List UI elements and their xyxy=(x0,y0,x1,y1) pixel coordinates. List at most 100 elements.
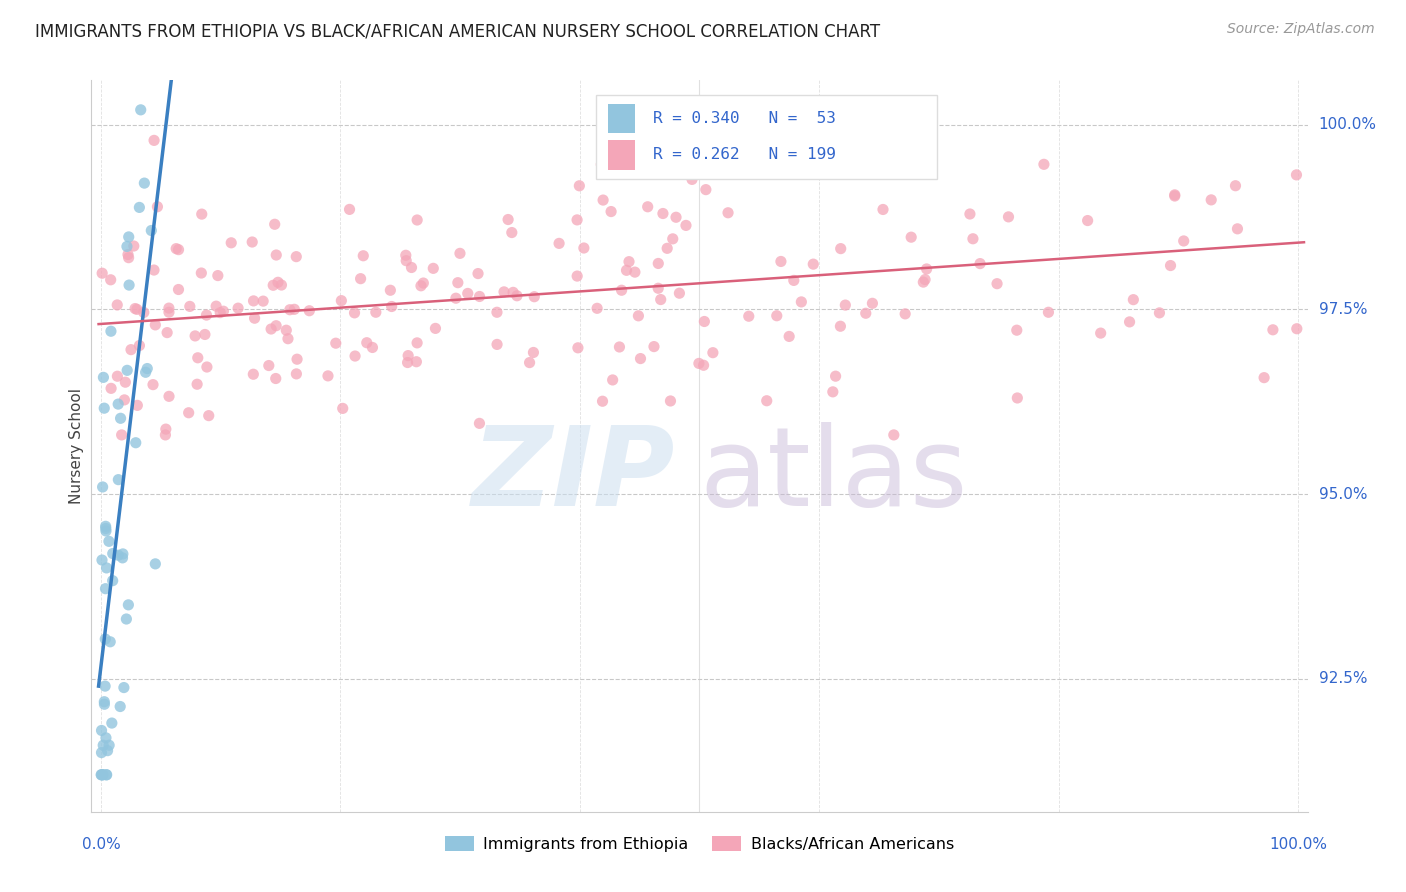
Point xyxy=(349,271,371,285)
Point xyxy=(468,417,491,431)
Point xyxy=(1122,293,1144,307)
Text: 95.0%: 95.0% xyxy=(1319,486,1367,501)
Point xyxy=(146,200,169,214)
Point xyxy=(100,273,122,287)
Point xyxy=(860,296,883,310)
Y-axis label: Nursery School: Nursery School xyxy=(69,388,84,504)
Point xyxy=(112,681,135,695)
Point xyxy=(962,232,984,246)
Point xyxy=(425,321,447,335)
Point xyxy=(821,384,844,399)
Point xyxy=(997,210,1019,224)
Point xyxy=(270,278,292,293)
Point xyxy=(242,293,264,308)
Point xyxy=(361,341,384,355)
Point xyxy=(1005,323,1028,337)
FancyBboxPatch shape xyxy=(596,95,936,179)
Point xyxy=(652,206,675,220)
Point xyxy=(143,133,166,147)
Point xyxy=(602,373,624,387)
Point xyxy=(285,352,308,367)
Point xyxy=(283,302,305,317)
Point xyxy=(637,200,659,214)
Point xyxy=(457,286,479,301)
Point xyxy=(565,213,588,227)
Point xyxy=(647,281,669,295)
Point xyxy=(630,351,652,366)
Point xyxy=(219,235,242,250)
Point xyxy=(141,223,163,237)
Point xyxy=(262,278,284,293)
Point xyxy=(96,768,118,782)
Text: 100.0%: 100.0% xyxy=(1270,837,1327,852)
Point xyxy=(94,521,117,535)
FancyBboxPatch shape xyxy=(609,103,636,133)
Point xyxy=(316,368,339,383)
Point xyxy=(959,207,981,221)
Point xyxy=(111,550,134,565)
Point xyxy=(1160,259,1182,273)
Point xyxy=(155,428,177,442)
Text: R = 0.262   N = 199: R = 0.262 N = 199 xyxy=(654,147,837,162)
Point xyxy=(209,305,232,319)
Point xyxy=(117,598,139,612)
Point xyxy=(468,289,491,303)
Point xyxy=(381,300,404,314)
Point xyxy=(117,247,139,261)
Text: R = 0.340   N =  53: R = 0.340 N = 53 xyxy=(654,111,837,126)
Point xyxy=(190,266,212,280)
Point xyxy=(344,349,367,363)
Point xyxy=(101,547,124,561)
Point xyxy=(112,392,135,407)
Point xyxy=(91,480,114,494)
Point xyxy=(647,256,669,270)
Point xyxy=(1253,370,1275,384)
Point xyxy=(110,411,132,425)
Point xyxy=(167,243,190,257)
Point xyxy=(105,369,128,384)
Point xyxy=(1226,222,1249,236)
Text: IMMIGRANTS FROM ETHIOPIA VS BLACK/AFRICAN AMERICAN NURSERY SCHOOL CORRELATION CH: IMMIGRANTS FROM ETHIOPIA VS BLACK/AFRICA… xyxy=(35,22,880,40)
Point xyxy=(157,389,180,403)
Point xyxy=(915,262,938,277)
Point xyxy=(650,293,672,307)
Point xyxy=(356,335,378,350)
Point xyxy=(801,257,824,271)
Point xyxy=(226,301,249,315)
Point xyxy=(115,612,138,626)
Point xyxy=(914,272,936,286)
Point xyxy=(264,371,287,385)
Point xyxy=(661,232,683,246)
Point xyxy=(738,310,761,324)
Point xyxy=(91,266,114,280)
Point xyxy=(422,261,444,276)
Point xyxy=(128,338,150,352)
Point xyxy=(260,322,283,336)
Point xyxy=(695,183,717,197)
Point xyxy=(693,314,716,328)
Point xyxy=(492,285,515,299)
Point xyxy=(97,534,120,549)
Point xyxy=(96,561,118,575)
Point xyxy=(702,345,724,359)
Point xyxy=(115,239,138,253)
Point xyxy=(330,293,353,308)
Point xyxy=(572,241,595,255)
Point xyxy=(395,248,418,262)
Point xyxy=(1199,193,1222,207)
Point xyxy=(591,157,613,171)
Point xyxy=(783,273,806,287)
Point xyxy=(114,375,136,389)
Point xyxy=(343,306,366,320)
Point xyxy=(568,178,591,193)
Point xyxy=(108,699,131,714)
Point xyxy=(467,267,489,281)
Point xyxy=(755,393,778,408)
Point xyxy=(195,359,218,374)
Point xyxy=(156,326,179,340)
Point xyxy=(969,257,991,271)
Point xyxy=(207,268,229,283)
Point xyxy=(609,340,631,354)
Point xyxy=(101,574,124,588)
Point xyxy=(155,422,177,436)
